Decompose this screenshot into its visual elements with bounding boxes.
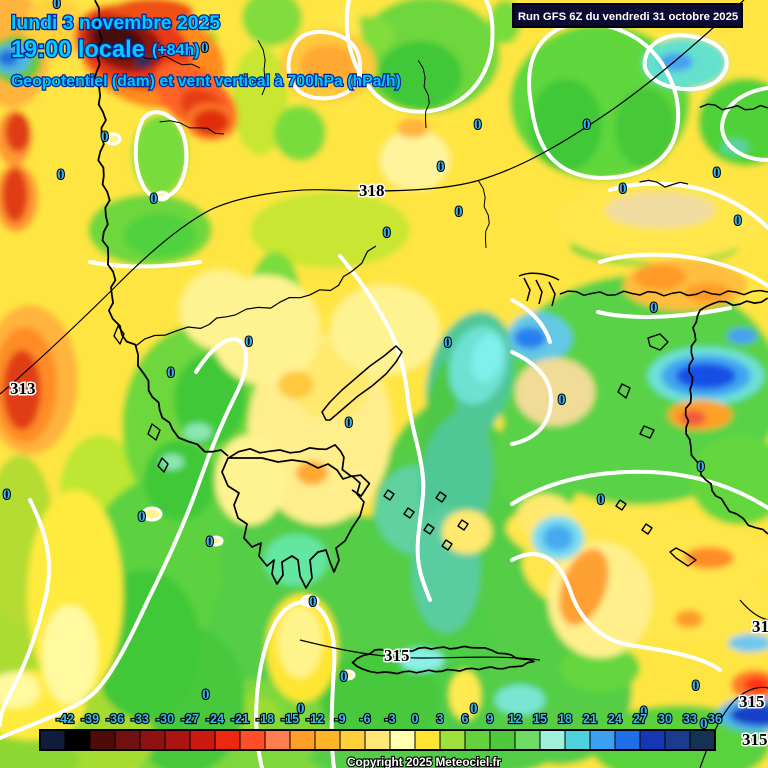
svg-text:0: 0	[697, 459, 705, 475]
svg-text:315: 315	[752, 617, 768, 636]
svg-text:-39: -39	[81, 712, 99, 726]
svg-text:3: 3	[437, 712, 444, 726]
svg-text:-15: -15	[281, 712, 299, 726]
svg-text:15: 15	[533, 712, 547, 726]
svg-text:0: 0	[650, 300, 658, 316]
svg-text:315: 315	[739, 692, 765, 711]
svg-text:-9: -9	[334, 712, 345, 726]
svg-text:-42: -42	[56, 712, 74, 726]
svg-text:0: 0	[437, 159, 445, 175]
svg-text:0: 0	[713, 165, 721, 181]
svg-text:0: 0	[412, 712, 419, 726]
svg-text:0: 0	[734, 213, 742, 229]
svg-text:9: 9	[487, 712, 494, 726]
svg-text:0: 0	[444, 335, 452, 351]
svg-text:-12: -12	[306, 712, 324, 726]
svg-text:0: 0	[583, 117, 591, 133]
svg-text:0: 0	[201, 40, 209, 56]
svg-text:(+84h): (+84h)	[152, 42, 200, 59]
svg-text:-3: -3	[384, 712, 395, 726]
svg-text:318: 318	[359, 181, 385, 200]
svg-text:0: 0	[202, 687, 210, 703]
svg-text:0: 0	[101, 129, 109, 145]
svg-text:0: 0	[167, 365, 175, 381]
svg-text:0: 0	[345, 415, 353, 431]
svg-text:-18: -18	[256, 712, 274, 726]
svg-text:0: 0	[206, 534, 214, 550]
svg-text:-30: -30	[156, 712, 174, 726]
svg-text:Geopotentiel (dam) et vent ver: Geopotentiel (dam) et vent vertical à 70…	[11, 73, 401, 90]
svg-text:0: 0	[470, 701, 478, 717]
svg-text:0: 0	[383, 225, 391, 241]
svg-text:-33: -33	[131, 712, 149, 726]
svg-text:0: 0	[138, 509, 146, 525]
svg-text:Copyright 2025 Meteociel.fr: Copyright 2025 Meteociel.fr	[347, 755, 501, 768]
svg-text:0: 0	[245, 334, 253, 350]
svg-text:36: 36	[708, 712, 722, 726]
svg-text:0: 0	[455, 204, 463, 220]
svg-text:0: 0	[597, 492, 605, 508]
svg-text:315: 315	[742, 730, 768, 749]
svg-text:33: 33	[683, 712, 697, 726]
svg-text:-6: -6	[359, 712, 370, 726]
svg-text:12: 12	[508, 712, 522, 726]
svg-text:19:00 locale: 19:00 locale	[11, 37, 145, 63]
svg-text:0: 0	[297, 701, 305, 717]
svg-text:0: 0	[3, 487, 11, 503]
svg-text:30: 30	[658, 712, 672, 726]
svg-text:-24: -24	[206, 712, 224, 726]
svg-text:0: 0	[474, 117, 482, 133]
svg-text:0: 0	[53, 0, 61, 12]
svg-text:lundi 3 novembre 2025: lundi 3 novembre 2025	[11, 12, 220, 34]
svg-text:6: 6	[462, 712, 469, 726]
svg-text:-36: -36	[106, 712, 124, 726]
svg-text:18: 18	[558, 712, 572, 726]
svg-text:21: 21	[583, 712, 597, 726]
svg-text:0: 0	[640, 704, 648, 720]
svg-text:313: 313	[10, 379, 36, 398]
svg-text:0: 0	[558, 392, 566, 408]
svg-text:0: 0	[340, 669, 348, 685]
svg-text:27: 27	[633, 712, 647, 726]
svg-text:-27: -27	[181, 712, 199, 726]
svg-text:0: 0	[619, 181, 627, 197]
svg-text:Run GFS 6Z du vendredi 31 octo: Run GFS 6Z du vendredi 31 octobre 2025	[518, 11, 738, 23]
svg-text:-21: -21	[231, 712, 249, 726]
svg-text:0: 0	[692, 678, 700, 694]
svg-text:24: 24	[608, 712, 622, 726]
svg-text:0: 0	[150, 191, 158, 207]
svg-text:0: 0	[57, 167, 65, 183]
svg-text:315: 315	[384, 646, 410, 665]
svg-text:0: 0	[309, 594, 317, 610]
svg-text:0: 0	[700, 716, 708, 732]
